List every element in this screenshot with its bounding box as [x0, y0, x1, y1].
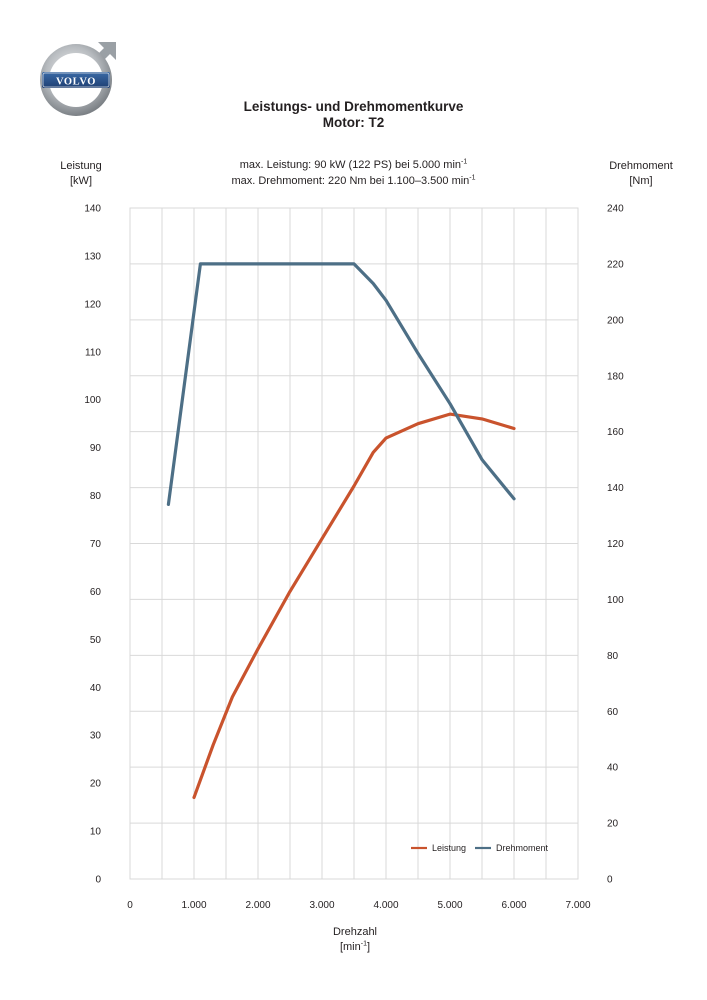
- left-axis-label: Leistung [kW]: [46, 159, 116, 189]
- right-tick-label: 20: [607, 819, 619, 830]
- left-tick-label: 120: [84, 299, 101, 310]
- x-tick-label: 4.000: [373, 900, 398, 911]
- right-tick-label: 140: [607, 483, 624, 494]
- left-tick-label: 10: [90, 827, 102, 838]
- max-torque-info: max. Drehmoment: 220 Nm bei 1.100–3.500 …: [0, 174, 707, 189]
- left-tick-label: 140: [84, 204, 101, 215]
- left-tick-label: 70: [90, 539, 102, 550]
- x-tick-label: 6.000: [501, 900, 526, 911]
- left-axis-unit: [kW]: [70, 175, 92, 187]
- left-tick-label: 0: [95, 875, 101, 886]
- right-tick-label: 160: [607, 427, 624, 438]
- x-tick-label: 7.000: [565, 900, 590, 911]
- x-axis-unit-close: ]: [366, 941, 371, 953]
- max-power-info: max. Leistung: 90 kW (122 PS) bei 5.000 …: [0, 158, 707, 173]
- right-tick-label: 40: [607, 763, 619, 774]
- right-tick-label: 180: [607, 371, 624, 382]
- right-tick-label: 60: [607, 707, 619, 718]
- grid: [129, 207, 579, 880]
- max-torque-sup: -1: [469, 174, 476, 182]
- left-tick-label: 30: [90, 731, 102, 742]
- x-axis-unit-base: [min: [339, 941, 361, 953]
- svg-text:VOLVO: VOLVO: [56, 77, 96, 88]
- left-tick-label: 80: [90, 491, 102, 502]
- right-tick-label: 100: [607, 595, 624, 606]
- right-tick-label: 120: [607, 539, 624, 550]
- legend: Leistung Drehmoment: [411, 843, 549, 853]
- max-power-sup: -1: [461, 158, 468, 166]
- x-tick-label: 0: [127, 900, 133, 911]
- volvo-logo: VOLVO: [36, 36, 122, 122]
- x-tick-label: 1.000: [181, 900, 206, 911]
- series-line-leistung: [192, 412, 516, 800]
- left-tick-label: 60: [90, 587, 102, 598]
- right-tick-label: 80: [607, 651, 619, 662]
- x-tick-label: 2.000: [245, 900, 270, 911]
- left-tick-label: 40: [90, 683, 102, 694]
- x-tick-label: 3.000: [309, 900, 334, 911]
- x-axis-name: Drehzahl: [332, 926, 378, 938]
- left-tick-label: 130: [84, 251, 101, 262]
- right-axis-unit: [Nm]: [629, 175, 653, 187]
- right-tick-label: 0: [607, 875, 613, 886]
- right-tick-label: 240: [607, 204, 624, 215]
- legend-label: Leistung: [432, 843, 466, 853]
- series-lines: [166, 262, 516, 800]
- right-axis-label: Drehmoment [Nm]: [596, 159, 686, 189]
- chart-subtitle: Motor: T2: [322, 115, 385, 130]
- left-axis-name: Leistung: [60, 160, 102, 172]
- max-power-text: max. Leistung: 90 kW (122 PS) bei 5.000 …: [239, 159, 462, 171]
- x-axis-label: Drehzahl [min-1]: [300, 925, 410, 955]
- right-tick-label: 220: [607, 259, 624, 270]
- left-tick-label: 50: [90, 635, 102, 646]
- series-line-drehmoment: [166, 262, 516, 506]
- x-axis-unit-sup: -1: [360, 940, 367, 948]
- left-tick-label: 20: [90, 779, 102, 790]
- volvo-iron-mark-icon: VOLVO: [40, 42, 116, 116]
- right-tick-label: 200: [607, 315, 624, 326]
- left-tick-label: 90: [90, 443, 102, 454]
- chart-title: Leistungs- und Drehmomentkurve: [243, 99, 464, 114]
- left-tick-label: 100: [84, 395, 101, 406]
- x-tick-label: 5.000: [437, 900, 462, 911]
- legend-label: Drehmoment: [496, 843, 549, 853]
- max-torque-text: max. Drehmoment: 220 Nm bei 1.100–3.500 …: [231, 175, 470, 187]
- x-axis-unit: [min-1]: [300, 940, 410, 955]
- right-axis-name: Drehmoment: [609, 160, 673, 172]
- left-tick-label: 110: [85, 347, 101, 358]
- ticks: 0 1.000 2.000 3.000 4.000 5.000 6.000 7.000 0 10 2…: [84, 204, 624, 912]
